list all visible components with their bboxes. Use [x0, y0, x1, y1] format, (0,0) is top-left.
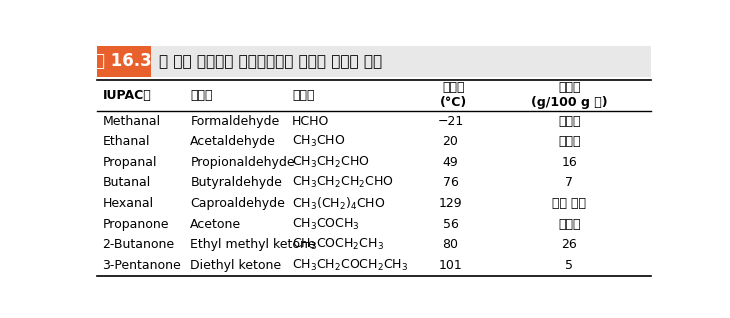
Text: Acetaldehyde: Acetaldehyde — [191, 135, 276, 148]
Text: 7: 7 — [565, 176, 573, 190]
Text: CH$_3$COCH$_2$CH$_3$: CH$_3$COCH$_2$CH$_3$ — [292, 237, 384, 252]
Text: 101: 101 — [439, 259, 462, 272]
Text: 20: 20 — [442, 135, 458, 148]
Text: 56: 56 — [442, 218, 458, 231]
Text: 5: 5 — [565, 259, 573, 272]
Text: CH$_3$CH$_2$CHO: CH$_3$CH$_2$CHO — [292, 155, 369, 170]
Text: 26: 26 — [561, 238, 577, 251]
Text: 무한대: 무한대 — [558, 114, 580, 128]
FancyBboxPatch shape — [97, 45, 150, 77]
Text: 용해도
(g/100 g 물): 용해도 (g/100 g 물) — [531, 81, 607, 109]
Text: 약간 높음: 약간 높음 — [553, 197, 586, 210]
Text: CH$_3$CHO: CH$_3$CHO — [292, 134, 345, 149]
Text: HCHO: HCHO — [292, 114, 329, 128]
Text: Propionaldehyde: Propionaldehyde — [191, 156, 295, 169]
Text: CH$_3$(CH$_2$)$_4$CHO: CH$_3$(CH$_2$)$_4$CHO — [292, 196, 385, 211]
Text: 3-Pentanone: 3-Pentanone — [102, 259, 181, 272]
Text: Propanone: Propanone — [102, 218, 169, 231]
Text: 49: 49 — [442, 156, 458, 169]
Text: Methanal: Methanal — [102, 114, 161, 128]
Text: 무한대: 무한대 — [558, 135, 580, 148]
Text: 76: 76 — [442, 176, 458, 190]
Text: 129: 129 — [439, 197, 462, 210]
Text: CH$_3$CH$_2$CH$_2$CHO: CH$_3$CH$_2$CH$_2$CHO — [292, 175, 394, 190]
Text: Butyraldehyde: Butyraldehyde — [191, 176, 282, 190]
FancyBboxPatch shape — [150, 45, 651, 77]
Text: Propanal: Propanal — [102, 156, 157, 169]
Text: Formaldehyde: Formaldehyde — [191, 114, 280, 128]
Text: 관용명: 관용명 — [191, 89, 212, 102]
Text: Butanal: Butanal — [102, 176, 151, 190]
Text: Diethyl ketone: Diethyl ketone — [191, 259, 281, 272]
Text: CH$_3$CH$_2$COCH$_2$CH$_3$: CH$_3$CH$_2$COCH$_2$CH$_3$ — [292, 258, 408, 273]
Text: IUPAC명: IUPAC명 — [102, 89, 151, 102]
Text: 구조식: 구조식 — [292, 89, 315, 102]
Text: 2-Butanone: 2-Butanone — [102, 238, 174, 251]
Text: Acetone: Acetone — [191, 218, 242, 231]
Text: Ethanal: Ethanal — [102, 135, 150, 148]
Text: 80: 80 — [442, 238, 458, 251]
Text: 끓는점
(°C): 끓는점 (°C) — [439, 81, 467, 109]
Text: 표 16.3: 표 16.3 — [96, 52, 152, 70]
Text: 몇 가지 저분자량 알데하이드와 케톤의 물리적 성질: 몇 가지 저분자량 알데하이드와 케톤의 물리적 성질 — [159, 54, 383, 69]
Text: CH$_3$COCH$_3$: CH$_3$COCH$_3$ — [292, 217, 360, 232]
Text: Caproaldehyde: Caproaldehyde — [191, 197, 285, 210]
Text: Hexanal: Hexanal — [102, 197, 154, 210]
Text: 무한대: 무한대 — [558, 218, 580, 231]
Text: 16: 16 — [561, 156, 577, 169]
Text: −21: −21 — [437, 114, 464, 128]
Text: Ethyl methyl ketone: Ethyl methyl ketone — [191, 238, 316, 251]
